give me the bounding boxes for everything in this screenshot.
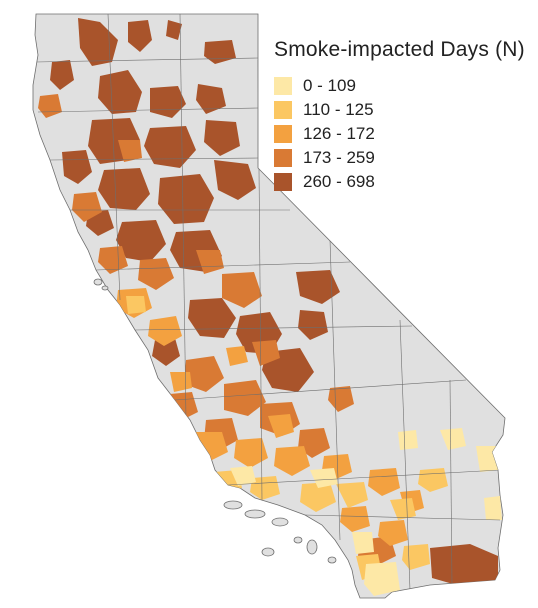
county-line [35,57,259,63]
smoke-region [476,446,500,472]
smoke-region [298,428,330,458]
legend-swatch [274,149,292,167]
class-0-109-regions [230,428,502,596]
smoke-region [138,258,174,290]
smoke-region [364,562,400,596]
smoke-region [224,380,266,416]
smoke-region [78,18,118,66]
legend: Smoke-impacted Days (N) 0 - 109 110 - 12… [274,38,534,194]
smoke-region [268,414,294,438]
county-line [37,107,259,113]
legend-item: 0 - 109 [274,74,534,98]
county-line [304,514,501,521]
smoke-region [390,498,416,520]
smoke-region [118,140,142,162]
legend-swatch [274,173,292,191]
county-boundaries [35,14,501,591]
class-126-172-regions [116,288,424,546]
island [271,517,289,527]
smoke-region [126,296,146,314]
county-line [95,261,351,271]
smoke-region [50,60,74,90]
legend-label: 0 - 109 [303,76,356,95]
class-260-698-regions [50,18,498,586]
smoke-region [484,496,502,520]
smoke-region [196,250,224,274]
county-line [49,157,259,161]
smoke-region [298,310,328,340]
island [244,509,266,519]
smoke-region [98,70,142,114]
smoke-region [158,174,214,224]
county-line [174,379,467,401]
smoke-region [116,220,166,262]
smoke-region [98,168,150,210]
smoke-region [352,532,374,554]
smoke-region [128,20,152,52]
legend-label: 110 - 125 [303,100,374,119]
legend-swatch [274,77,292,95]
smoke-region [62,150,92,184]
smoke-region [252,340,280,366]
legend-label: 126 - 172 [303,124,375,143]
smoke-region [170,372,192,392]
smoke-region [152,338,180,366]
smoke-region [250,476,280,500]
smoke-region [184,356,224,392]
island [101,285,109,291]
county-line [449,379,453,586]
smoke-region [72,192,102,222]
county-line [179,14,187,421]
smoke-region [230,466,256,486]
smoke-region [340,506,370,532]
smoke-region [368,468,400,496]
county-line [329,239,341,541]
smoke-region [196,84,226,114]
smoke-region [274,446,310,476]
smoke-region [398,430,418,450]
smoke-region [222,272,262,308]
legend-title: Smoke-impacted Days (N) [274,38,525,61]
smoke-region [310,468,338,488]
smoke-region [336,482,368,508]
legend-swatch [274,101,292,119]
smoke-region [430,544,498,586]
legend-label: 173 - 259 [303,148,375,167]
smoke-region [300,482,336,512]
california-land [32,13,506,599]
county-line [134,325,413,331]
legend-item: 110 - 125 [274,98,534,122]
smoke-region [98,246,128,274]
smoke-region [328,386,354,412]
legend-item: 126 - 172 [274,122,534,146]
island [261,547,275,557]
smoke-region [166,20,182,40]
smoke-region [296,270,340,304]
island [293,536,303,544]
smoke-region [440,428,466,450]
island [93,278,103,286]
smoke-region [188,298,236,338]
smoke-region [226,346,248,366]
smoke-region [148,316,182,346]
island [223,500,243,510]
legend-swatch [274,125,292,143]
legend-item: 260 - 698 [274,170,534,194]
legend-label: 260 - 698 [303,172,375,191]
smoke-region [234,438,268,468]
smoke-region [378,520,408,546]
county-line [227,469,501,486]
islands [93,278,337,564]
smoke-region [214,160,256,200]
island [327,556,337,564]
county-line [107,14,121,301]
smoke-region [144,126,196,168]
legend-item: 173 - 259 [274,146,534,170]
smoke-region [204,120,240,156]
island [306,539,318,555]
county-line [399,319,411,591]
smoke-region [204,40,236,64]
